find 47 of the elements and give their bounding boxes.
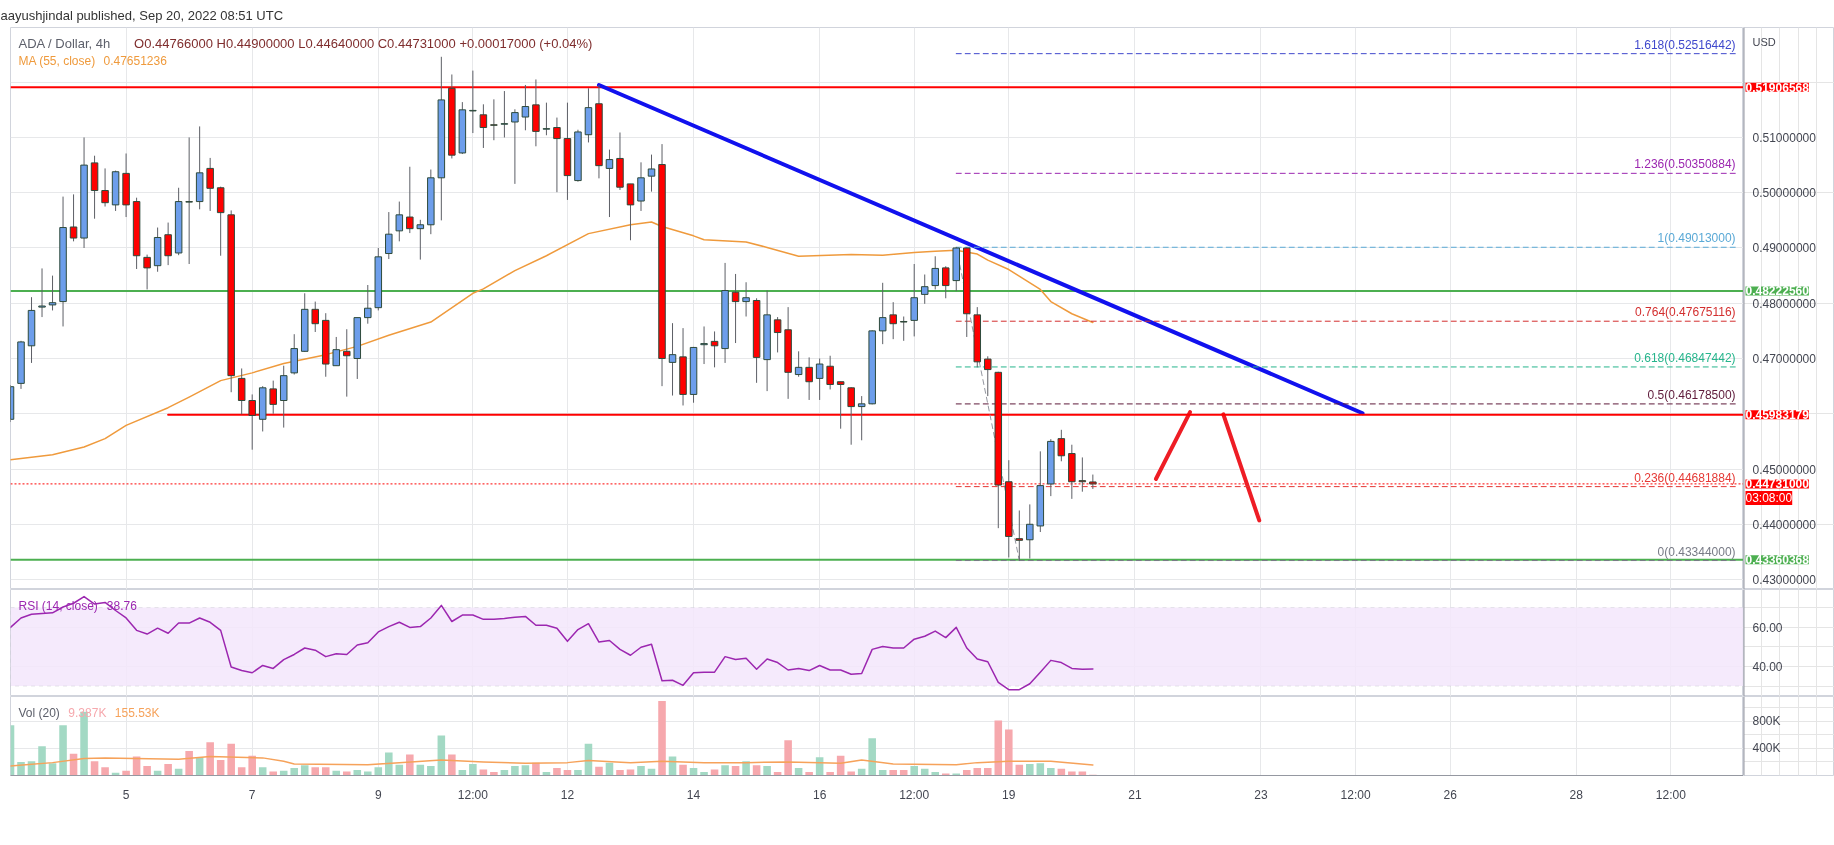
x-tick-label: 14 <box>686 787 701 802</box>
series-label: 1(0.49013000) <box>1657 231 1736 246</box>
x-tick-label: 12:00 <box>1340 787 1371 802</box>
y-tick-label: 0.44000000 <box>1752 517 1817 532</box>
y-tick-label: 40.00 <box>1752 659 1783 674</box>
y-tick-label: 0.43000000 <box>1752 573 1817 588</box>
y-tick-label: 0.49000000 <box>1752 241 1817 256</box>
x-tick-label: 19 <box>1002 787 1016 802</box>
text: aayushjindal published, Sep 20, 2022 08:51 UTC <box>0 7 284 23</box>
ref-line-label: 0.51906568 <box>1745 80 1810 95</box>
text: O0.44766000 H0.44900000 L0.44640000 C0.44731000 +0.00017000 (+0.04%) <box>134 36 593 51</box>
x-tick-label: 12:00 <box>899 787 930 802</box>
y-tick-label: 800K <box>1752 714 1781 729</box>
y-tick-label: 400K <box>1752 741 1781 756</box>
x-tick-label: 12 <box>560 787 575 802</box>
series-label: 0.236(0.44681884) <box>1634 470 1736 485</box>
x-tick-label: 26 <box>1443 787 1458 802</box>
text: MA (55, close) 0.47651236 <box>18 53 168 68</box>
text: ADA / Dollar, 4h <box>18 36 111 51</box>
series-label: 1.236(0.50350884) <box>1634 157 1736 172</box>
y-tick-label: 0.45000000 <box>1752 462 1817 477</box>
x-tick-label: 7 <box>248 787 256 802</box>
ref-line-label: 0.48222560 <box>1745 284 1810 299</box>
series-label: 0.764(0.47675116) <box>1635 305 1736 320</box>
x-tick-label: 12:00 <box>457 787 489 802</box>
y-tick-label: 0.51000000 <box>1752 130 1817 145</box>
x-tick-label: 21 <box>1128 787 1142 802</box>
y-tick-label: 0.50000000 <box>1752 186 1817 201</box>
series-label: 0(0.43344000) <box>1657 544 1736 559</box>
y-tick-label: 0.47000000 <box>1752 352 1817 367</box>
x-tick-label: 9 <box>374 787 382 802</box>
series-label: 0.618(0.46847442) <box>1634 350 1736 365</box>
x-tick-label: 28 <box>1569 787 1584 802</box>
x-tick-label: 16 <box>812 787 827 802</box>
ref-line-label: 0.43360368 <box>1745 553 1810 568</box>
series-label: 1.618(0.52516442) <box>1634 37 1736 52</box>
x-tick-label: 12:00 <box>1655 787 1687 802</box>
x-tick-label: 23 <box>1254 787 1268 802</box>
y-axis-title: USD <box>1752 35 1776 48</box>
text: 155.53K <box>114 705 160 720</box>
series-label: Vol (20) 9.387K <box>18 705 107 720</box>
series-label: 0.45983179 <box>1745 408 1810 423</box>
ref-line-label: 0.44731000 03:08:00 <box>1745 477 1810 505</box>
y-tick-label: 60.00 <box>1752 620 1783 635</box>
x-tick-label: 5 <box>122 787 130 802</box>
y-tick-label: 0.48000000 <box>1752 296 1817 311</box>
series-label: 0.5(0.46178500) <box>1647 387 1736 402</box>
